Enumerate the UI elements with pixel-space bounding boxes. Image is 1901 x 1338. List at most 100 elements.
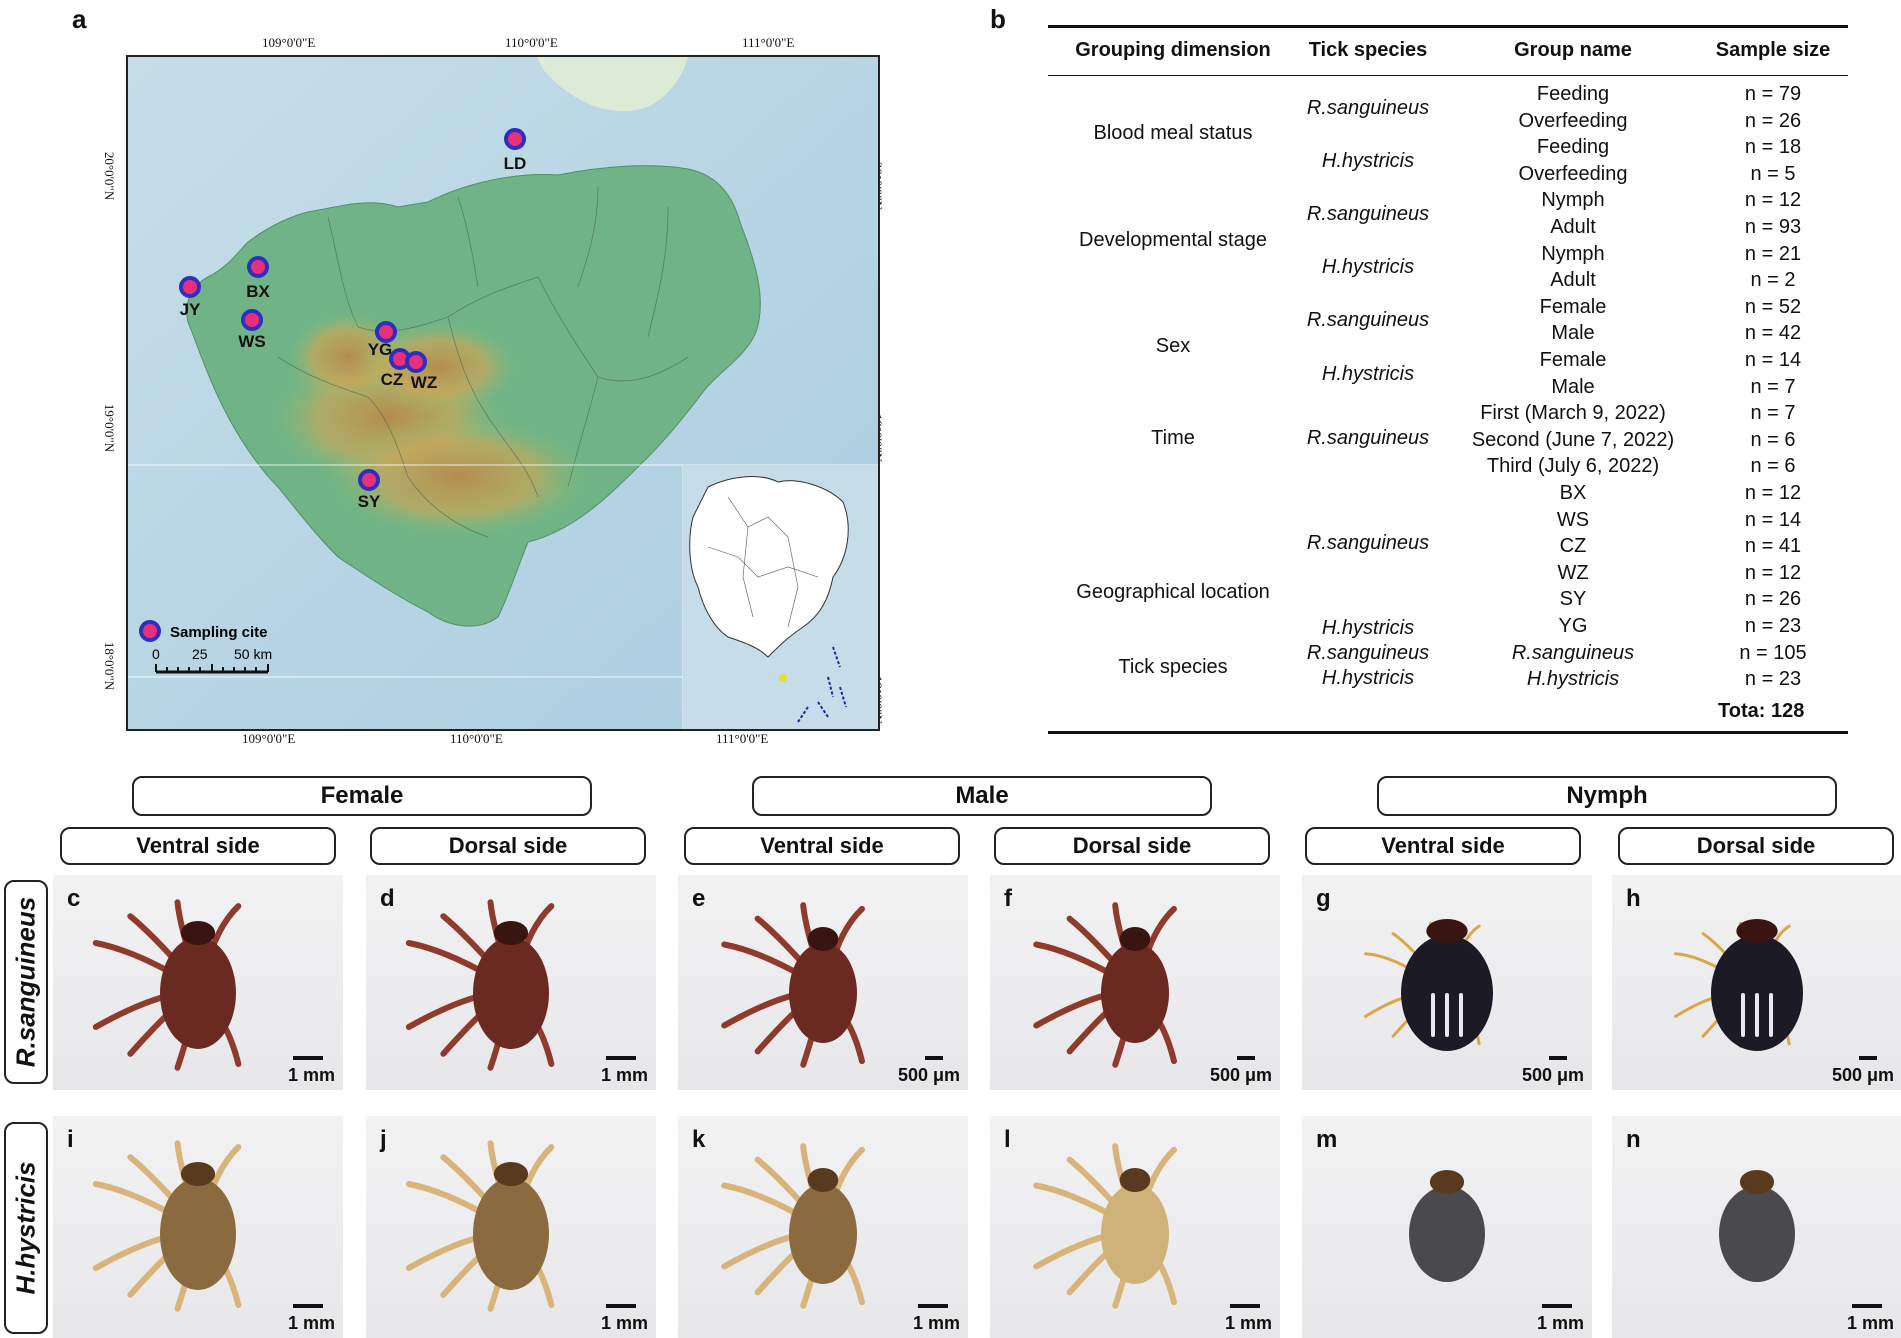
tick-illustration bbox=[1364, 919, 1493, 1051]
tick-capitulum bbox=[1426, 919, 1468, 943]
scale-bar-label: 500 μm bbox=[897, 1065, 960, 1085]
dim-developmental-stage: Developmental stage bbox=[1079, 229, 1267, 251]
tick-capitulum bbox=[180, 921, 216, 945]
tick-body bbox=[473, 937, 549, 1049]
group-name-cell: Feeding bbox=[1536, 83, 1610, 105]
tick-illustration bbox=[721, 1143, 865, 1309]
group-name-cell: SY bbox=[1559, 588, 1587, 611]
specimen-photo: i 1 mm bbox=[53, 1116, 343, 1338]
photo-panel-letter: k bbox=[692, 1126, 706, 1153]
row-label-hhystricis: H.hystricis bbox=[4, 1122, 48, 1334]
group-name-cell: Female bbox=[1539, 295, 1607, 318]
group-name-cell: H.hystricis bbox=[1526, 668, 1620, 691]
sample-size-cell: n = 14 bbox=[1744, 508, 1802, 531]
group-name-cell: Nymph bbox=[1541, 189, 1605, 212]
scale-bar-label: 1 mm bbox=[1536, 1313, 1584, 1333]
tick-body bbox=[789, 943, 857, 1043]
sample-size-cell: n = 93 bbox=[1744, 216, 1802, 238]
group-name-cell: WS bbox=[1556, 508, 1590, 531]
dim-time: Time bbox=[1151, 427, 1195, 449]
species-cell: H.hystricis bbox=[1321, 617, 1415, 639]
photo-panel-letter: f bbox=[1004, 885, 1012, 912]
photo-panel-letter: m bbox=[1316, 1126, 1338, 1153]
group-name-cell: Overfeeding bbox=[1518, 162, 1628, 185]
tick-capitulum bbox=[807, 927, 839, 951]
group-name-cell: YG bbox=[1558, 615, 1588, 637]
scale-bar-line bbox=[606, 1304, 636, 1308]
tick-capitulum bbox=[1739, 1170, 1775, 1194]
map-top-tick-3: 111°0'0"E bbox=[742, 35, 795, 50]
tick-body bbox=[789, 1184, 857, 1284]
species-cell: R.sanguineus bbox=[1306, 642, 1430, 664]
specimen-photo: g 500 μm bbox=[1302, 875, 1592, 1090]
tick-capitulum bbox=[1119, 1168, 1151, 1192]
tick-body bbox=[473, 1178, 549, 1290]
sample-size-cell: n = 23 bbox=[1744, 615, 1802, 637]
tick-illustration bbox=[1409, 1170, 1485, 1282]
map-left-tick-1: 20°0'0"N bbox=[102, 151, 118, 201]
scale-bar-line bbox=[606, 1056, 636, 1060]
county-borders bbox=[277, 186, 689, 538]
species-cell: H.hystricis bbox=[1321, 256, 1415, 278]
group-name-cell: Adult bbox=[1550, 269, 1596, 292]
tick-illustration bbox=[1674, 919, 1803, 1051]
photo-panel-letter: l bbox=[1004, 1126, 1011, 1153]
scale-bar-line bbox=[925, 1056, 943, 1060]
dim-sex: Sex bbox=[1155, 335, 1191, 357]
tick-capitulum bbox=[493, 1162, 529, 1186]
map-top-tick-1: 109°0'0"E bbox=[262, 35, 316, 50]
group-title-female: Female bbox=[132, 776, 592, 816]
sample-size-cell: n = 26 bbox=[1744, 109, 1802, 132]
tick-capitulum bbox=[1429, 1170, 1465, 1194]
scale-bar-line bbox=[1852, 1304, 1882, 1308]
group-name-cell: Nymph bbox=[1541, 242, 1605, 265]
header-tick-species: Tick species bbox=[1308, 39, 1428, 61]
group-name-cell: R.sanguineus bbox=[1511, 641, 1635, 664]
panel-label-a: a bbox=[72, 4, 87, 34]
side-title-female-dorsal: Dorsal side bbox=[370, 827, 646, 865]
group-name-cell: Second (June 7, 2022) bbox=[1471, 428, 1675, 451]
scale-bar-line bbox=[293, 1056, 323, 1060]
sample-size-cell: n = 41 bbox=[1744, 535, 1802, 558]
sample-size-cell: n = 2 bbox=[1750, 269, 1796, 292]
site-label-jy: JY bbox=[180, 300, 201, 319]
site-label-cz: CZ bbox=[381, 370, 404, 389]
svg-text:25: 25 bbox=[192, 646, 208, 662]
scale-bar-line bbox=[293, 1304, 323, 1308]
sample-size-cell: n = 21 bbox=[1744, 242, 1802, 265]
sample-size-cell: n = 18 bbox=[1744, 136, 1802, 159]
group-name-cell: Third (July 6, 2022) bbox=[1486, 455, 1660, 478]
group-name-cell: Feeding bbox=[1536, 136, 1610, 159]
header-grouping-dimension: Grouping dimension bbox=[1075, 39, 1271, 61]
tick-body bbox=[160, 937, 236, 1049]
specimen-photo: m 1 mm bbox=[1302, 1116, 1592, 1338]
table-bottom-rule bbox=[1048, 731, 1848, 734]
site-label-yg: YG bbox=[368, 340, 393, 359]
group-name-cell: Male bbox=[1551, 375, 1595, 398]
tick-body bbox=[160, 1178, 236, 1290]
group-name-cell: BX bbox=[1559, 482, 1587, 504]
sample-size-cell: n = 52 bbox=[1744, 295, 1802, 318]
photo-panel-letter: g bbox=[1316, 885, 1331, 912]
site-label-ld: LD bbox=[504, 154, 527, 173]
sample-size-cell: n = 14 bbox=[1744, 349, 1802, 371]
group-name-cell: Adult bbox=[1550, 216, 1596, 238]
tick-body bbox=[1101, 943, 1169, 1043]
hainan-map: LD BX JY WS YG CZ WZ SY Sampling cite 0 … bbox=[126, 55, 880, 731]
specimen-photo: l 1 mm bbox=[990, 1116, 1280, 1338]
group-name-cell: Male bbox=[1551, 322, 1595, 345]
specimen-photo: e 500 μm bbox=[678, 875, 968, 1090]
tick-illustration bbox=[1719, 1170, 1795, 1282]
site-label-bx: BX bbox=[246, 282, 270, 301]
group-name-cell: Female bbox=[1539, 349, 1607, 371]
scale-bar-label: 1 mm bbox=[287, 1313, 335, 1333]
species-cell: R.sanguineus bbox=[1306, 97, 1430, 119]
scale-bar-label: 500 μm bbox=[1831, 1065, 1894, 1085]
sample-size-cell: n = 7 bbox=[1750, 402, 1796, 425]
photo-panel-letter: n bbox=[1626, 1126, 1641, 1153]
sample-size-cell: n = 23 bbox=[1744, 668, 1802, 691]
specimen-photo: n 1 mm bbox=[1612, 1116, 1901, 1338]
sample-size-cell: n = 12 bbox=[1744, 482, 1802, 504]
photo-panel-letter: h bbox=[1626, 885, 1641, 912]
header-sample-size: Sample size bbox=[1715, 39, 1831, 61]
